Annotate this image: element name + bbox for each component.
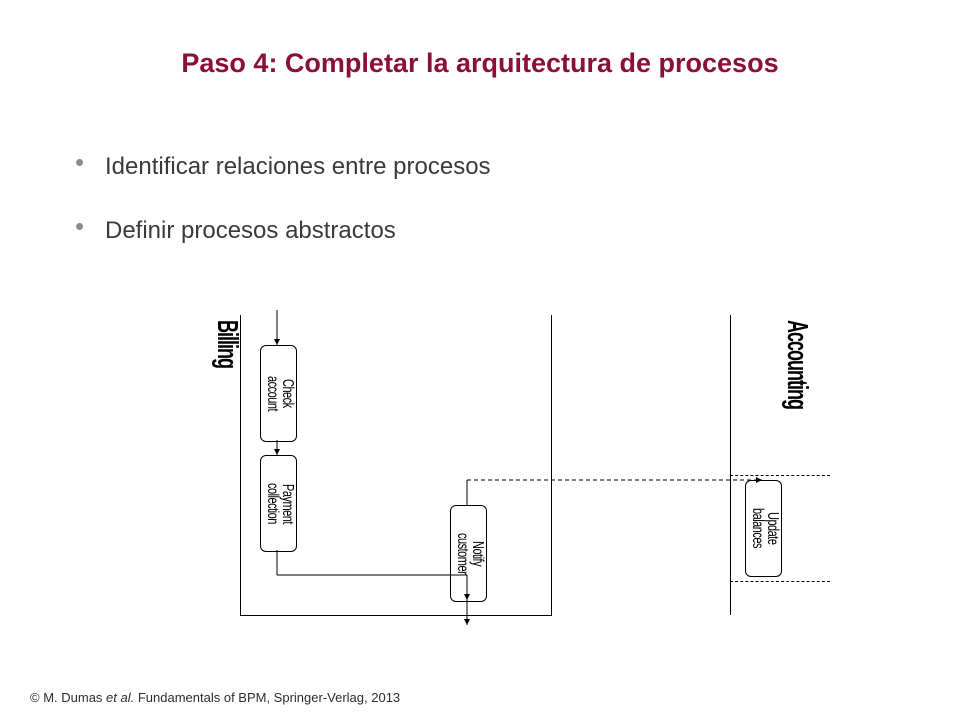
slide-title: Paso 4: Completar la arquitectura de pro…: [0, 48, 960, 79]
pool-label-accounting: Accounting: [780, 320, 814, 409]
process-diagram: Billing Accounting Checkaccount Paymentc…: [200, 300, 840, 640]
task-label: Paymentcollection: [263, 483, 294, 524]
citation-suffix: Fundamentals of BPM, Springer-Verlag, 20…: [134, 690, 400, 705]
bullet-item: Identificar relaciones entre procesos: [75, 145, 491, 189]
slide-bullet-list: Identificar relaciones entre procesos De…: [75, 145, 491, 253]
task-check-account: Checkaccount: [260, 345, 297, 442]
task-notify-customer: Notifycustomer: [450, 505, 487, 602]
task-update-balances: Updatebalances: [745, 480, 782, 577]
task-label: Updatebalances: [748, 508, 779, 548]
citation-italic: et al.: [106, 690, 134, 705]
bullet-item: Definir procesos abstractos: [75, 209, 491, 253]
citation-prefix: © M. Dumas: [30, 690, 106, 705]
task-label: Checkaccount: [263, 376, 294, 411]
pool-label-billing: Billing: [210, 320, 244, 368]
task-label: Notifycustomer: [453, 533, 484, 574]
citation: © M. Dumas et al. Fundamentals of BPM, S…: [30, 690, 400, 705]
task-payment-collection: Paymentcollection: [260, 455, 297, 552]
